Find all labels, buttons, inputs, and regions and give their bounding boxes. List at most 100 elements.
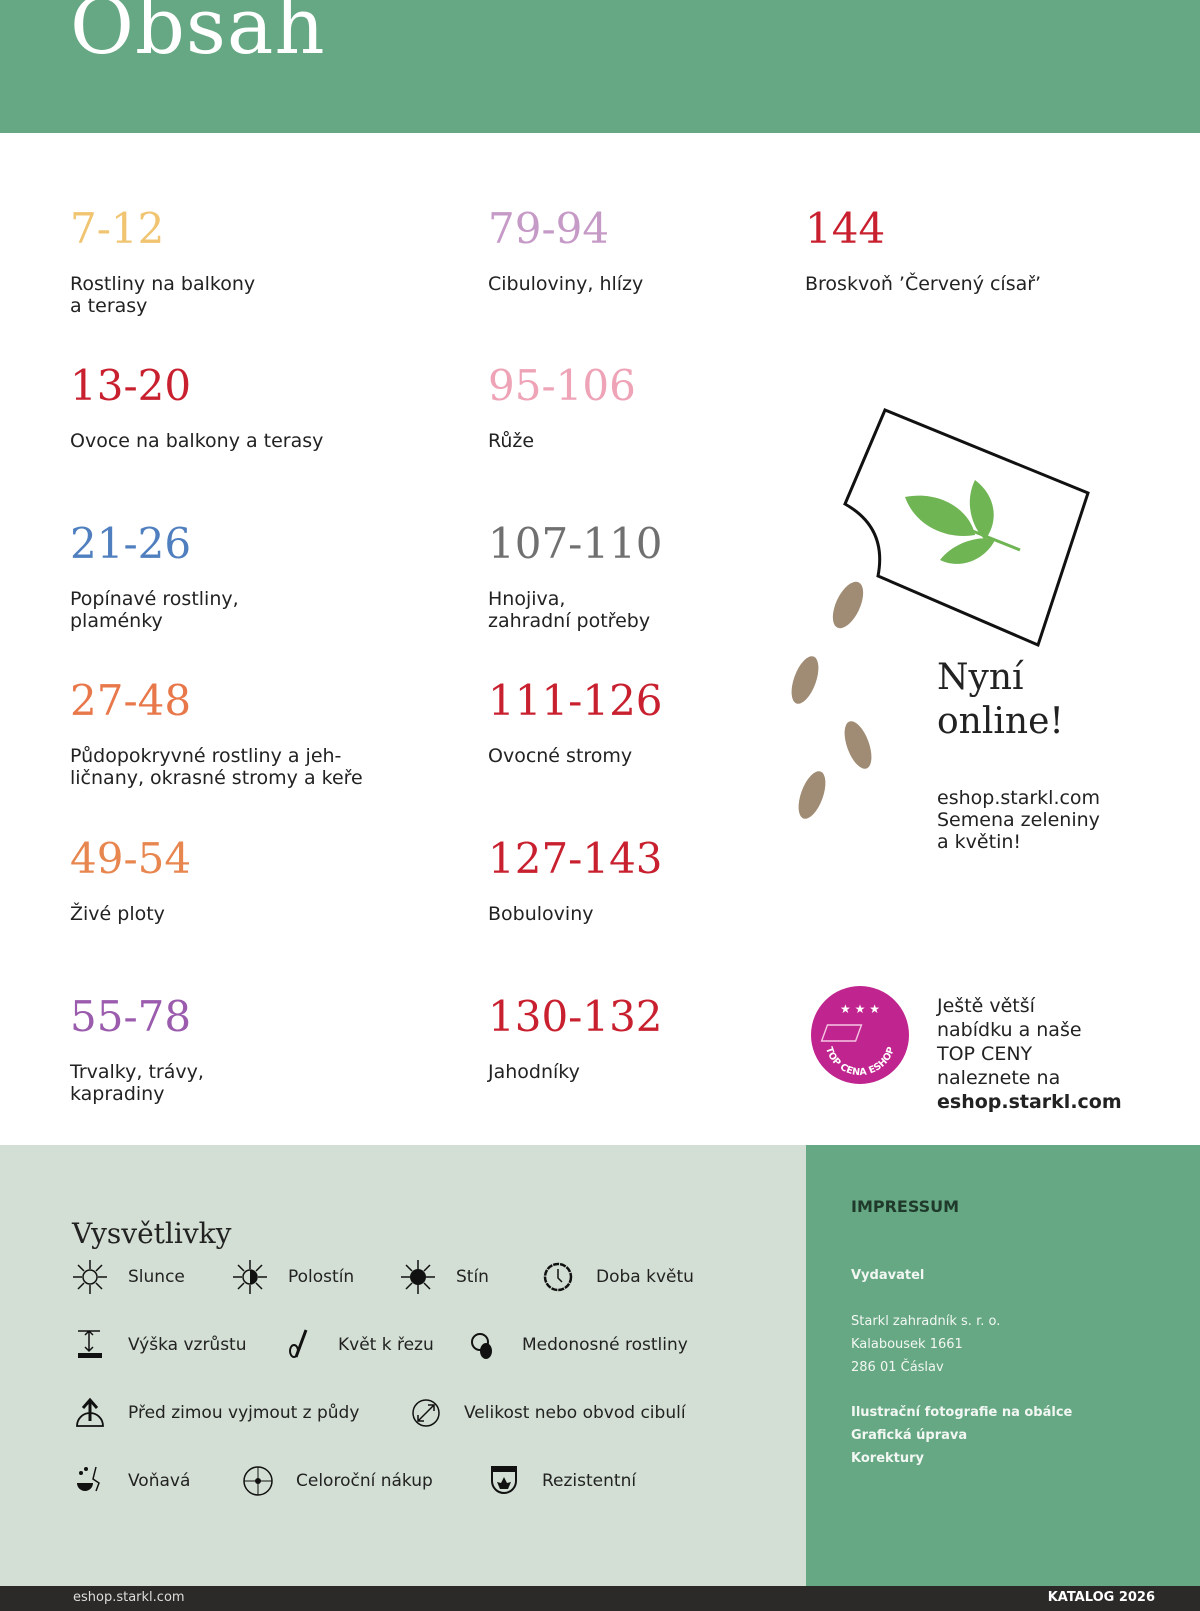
legend-label: Medonosné rostliny	[522, 1335, 688, 1355]
legend-item: Doba květu	[540, 1259, 694, 1295]
toc-page-range: 13-20	[70, 361, 192, 410]
legend-label: Rezistentní	[542, 1471, 637, 1491]
toc-entry[interactable]: 111-126 Ovocné stromy	[488, 676, 828, 768]
page-title: Obsah	[70, 0, 326, 72]
shield-icon	[491, 1466, 517, 1494]
toc-page-range: 95-106	[488, 361, 636, 410]
toc-page-range: 79-94	[488, 204, 610, 253]
legend-label: Celoroční nákup	[296, 1471, 433, 1491]
toc-entry[interactable]: 130-132 Jahodníky	[488, 992, 828, 1084]
scissors-icon	[289, 1329, 308, 1358]
toc-label: Ovocné stromy	[488, 745, 633, 767]
bee-icon	[471, 1333, 492, 1359]
legend-item: Před zimou vyjmout z půdy	[72, 1395, 359, 1431]
toc-page-range: 144	[805, 204, 886, 253]
legend-item: Rezistentní	[486, 1463, 636, 1499]
credit-line: Ilustrační fotografie na obálce	[851, 1405, 1073, 1420]
badge-line2: nabídku a naše	[937, 1019, 1082, 1041]
footer-url[interactable]: eshop.starkl.com	[73, 1590, 185, 1605]
toc-label: Trvalky, trávy, kapradiny	[70, 1061, 204, 1105]
seed-packet-illustration	[791, 408, 1090, 819]
toc-entry[interactable]: 107-110 Hnojiva, zahradní potřeby	[488, 519, 828, 633]
toc-page-range: 111-126	[488, 676, 663, 725]
badge-line1: Ještě větší	[937, 995, 1035, 1017]
promo-heading-line1: Nyní	[937, 657, 1024, 698]
badge-line4: naleznete na	[937, 1067, 1061, 1089]
toc-label: Jahodníky	[488, 1061, 580, 1083]
toc-page-range: 7-12	[70, 204, 165, 253]
promo-heading-line2: online!	[937, 701, 1064, 742]
footer-catalog: KATALOG 2026	[1047, 1590, 1155, 1605]
toc-label: Broskvoň ’Červený císař’	[805, 273, 1042, 295]
toc-entry[interactable]: 95-106 Růže	[488, 361, 828, 453]
toc-entry[interactable]: 79-94 Cibuloviny, hlízy	[488, 204, 828, 296]
toc-entry[interactable]: 49-54 Živé ploty	[70, 834, 410, 926]
toc-label: Hnojiva, zahradní potřeby	[488, 588, 651, 632]
seeds-icon	[791, 581, 872, 819]
address-line: Starkl zahradník s. r. o.	[851, 1314, 1001, 1329]
credit-line: Grafická úprava	[851, 1428, 968, 1443]
height-icon	[78, 1329, 102, 1358]
toc-entry[interactable]: 55-78 Trvalky, trávy, kapradiny	[70, 992, 410, 1106]
leaf-icon	[905, 480, 1021, 564]
toc-entry[interactable]: 13-20 Ovoce na balkony a terasy	[70, 361, 410, 453]
year-round-icon	[243, 1466, 273, 1496]
address-line: 286 01 Čáslav	[851, 1360, 944, 1375]
toc-label: Růže	[488, 430, 535, 452]
eshop-link[interactable]: eshop.starkl.com	[937, 1091, 1122, 1113]
legend-label: Velikost nebo obvod cibulí	[464, 1403, 686, 1423]
legend-label: Doba květu	[596, 1267, 694, 1287]
legend-label: Voňavá	[128, 1471, 191, 1491]
toc-label: Popínavé rostliny, plaménky	[70, 588, 239, 632]
toc-label: Ovoce na balkony a terasy	[70, 430, 324, 452]
toc-entry[interactable]: 144 Broskvoň ’Červený císař’	[805, 204, 1145, 296]
impressum-section: IMPRESSUM Vydavatel Starkl zahradník s. …	[806, 1145, 1200, 1586]
top-cena-eshop-badge[interactable]: ★ ★ ★ TOP CENA ESHOP	[810, 985, 910, 1085]
header-band: Obsah	[0, 0, 1200, 133]
legend-item: Květ k řezu	[282, 1327, 434, 1363]
toc-page-range: 21-26	[70, 519, 192, 568]
legend-item: Velikost nebo obvod cibulí	[408, 1395, 686, 1431]
address-line: Kalabousek 1661	[851, 1337, 963, 1352]
promo-text[interactable]: eshop.starkl.com Semena zeleniny a květi…	[937, 787, 1101, 853]
legend-label: Stín	[456, 1267, 489, 1287]
legend-item: Celoroční nákup	[240, 1463, 433, 1499]
legend-label: Před zimou vyjmout z půdy	[128, 1403, 360, 1423]
toc-page-range: 107-110	[488, 519, 663, 568]
toc-entry[interactable]: 27-48 Půdopokryvné rostliny a jeh- ličnan…	[70, 676, 410, 790]
publisher-label: Vydavatel	[851, 1268, 925, 1283]
diameter-icon	[412, 1399, 440, 1427]
legend-section: Vysvětlivky Slunce Polostín Stín Doba květu…	[0, 1145, 806, 1586]
toc-entry[interactable]: 21-26 Popínavé rostliny, plaménky	[70, 519, 410, 633]
legend-item: Polostín	[232, 1259, 354, 1295]
legend-label: Slunce	[128, 1267, 185, 1287]
footer: eshop.starkl.com KATALOG 2026	[0, 1586, 1200, 1611]
toc-label: Bobuloviny	[488, 903, 594, 925]
toc-page-range: 49-54	[70, 834, 192, 883]
toc-page-range: 55-78	[70, 992, 192, 1041]
legend-label: Polostín	[288, 1267, 355, 1287]
legend-item: Výška vzrůstu	[72, 1327, 247, 1363]
impressum-title: IMPRESSUM	[851, 1197, 960, 1216]
scent-icon	[77, 1466, 100, 1492]
svg-text:★ ★ ★: ★ ★ ★	[840, 1002, 880, 1016]
legend-item: Stín	[400, 1259, 489, 1295]
legend-label: Výška vzrůstu	[128, 1335, 247, 1355]
toc-page-range: 127-143	[488, 834, 663, 883]
toc-page-range: 130-132	[488, 992, 663, 1041]
toc-entry[interactable]: 7-12 Rostliny na balkony a terasy	[70, 204, 410, 318]
legend-item: Slunce	[72, 1259, 185, 1295]
toc-page-range: 27-48	[70, 676, 192, 725]
toc-label: Cibuloviny, hlízy	[488, 273, 644, 295]
sun-icon	[73, 1260, 107, 1294]
lift-icon	[76, 1397, 104, 1427]
legend-item: Medonosné rostliny	[466, 1327, 688, 1363]
toc-label: Rostliny na balkony a terasy	[70, 273, 256, 317]
clock-icon	[543, 1262, 573, 1292]
legend-label: Květ k řezu	[338, 1335, 434, 1355]
badge-line3: TOP CENY	[937, 1043, 1033, 1065]
legend-item: Voňavá	[72, 1463, 190, 1499]
half-shade-icon	[233, 1260, 267, 1294]
toc-label: Živé ploty	[70, 903, 165, 925]
toc-entry[interactable]: 127-143 Bobuloviny	[488, 834, 828, 926]
